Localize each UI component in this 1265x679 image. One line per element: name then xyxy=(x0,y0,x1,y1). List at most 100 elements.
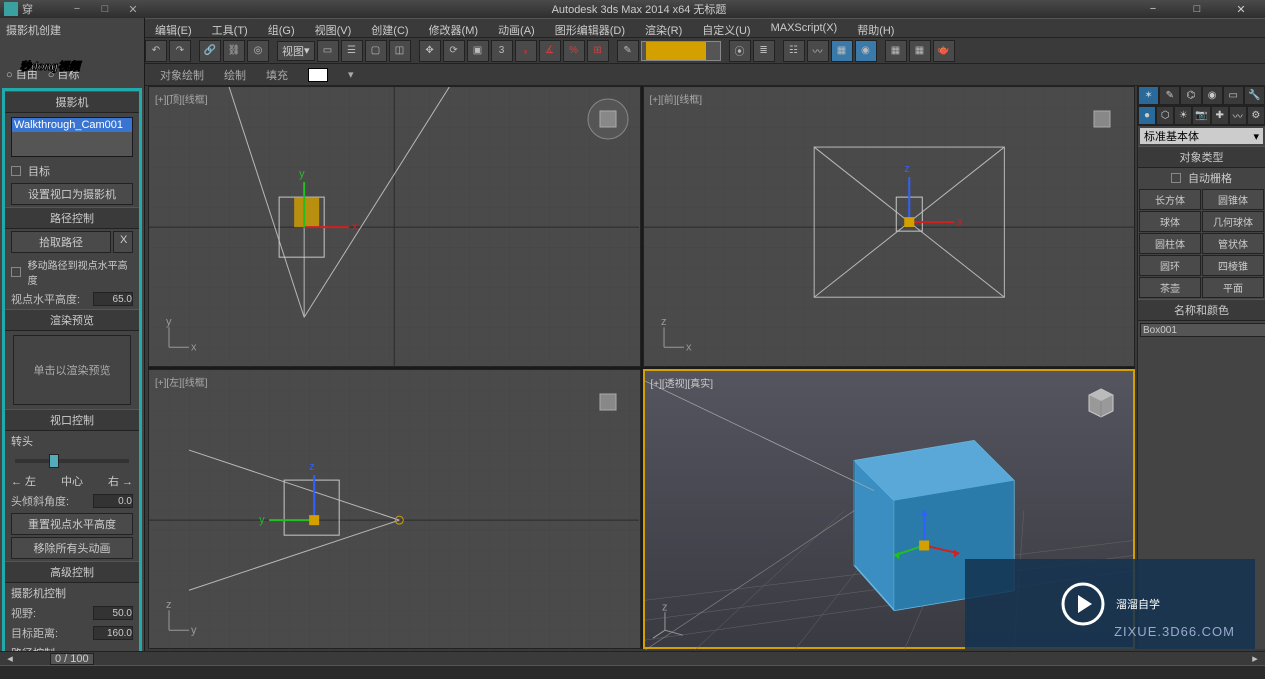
cat-geometry-icon[interactable]: ● xyxy=(1138,106,1156,125)
tab-modify-icon[interactable]: ✎ xyxy=(1159,86,1180,105)
track-bar[interactable] xyxy=(0,665,1265,679)
dialog-max-button[interactable]: □ xyxy=(93,2,117,16)
tool-select-name[interactable]: ☰ xyxy=(341,40,363,62)
tool-render-frame[interactable]: ▦ xyxy=(909,40,931,62)
camera-listbox[interactable]: Walkthrough_Cam001 xyxy=(11,117,133,157)
tool-rotate[interactable]: ⟳ xyxy=(443,40,465,62)
cat-spacewarps-icon[interactable]: 〰 xyxy=(1229,106,1247,125)
tool-render-setup[interactable]: ▦ xyxy=(885,40,907,62)
cat-shapes-icon[interactable]: ⬡ xyxy=(1156,106,1174,125)
menu-item[interactable]: 组(G) xyxy=(258,19,305,37)
object-name-input[interactable] xyxy=(1140,323,1265,337)
tool-refcoord[interactable]: 3 xyxy=(491,40,513,62)
tool-unlink[interactable]: ⛓ xyxy=(223,40,245,62)
selection-filter-dropdown[interactable]: 视图 ▾ xyxy=(277,41,315,61)
viewport-top[interactable]: x y xy [+][顶][线框] xyxy=(148,86,641,367)
cat-lights-icon[interactable]: ☀ xyxy=(1174,106,1192,125)
tool-undo[interactable]: ↶ xyxy=(145,40,167,62)
target-dist-spinner[interactable] xyxy=(93,626,133,640)
tool-snap-toggle[interactable]: ₓ xyxy=(515,40,537,62)
tool-align[interactable]: ≣ xyxy=(753,40,775,62)
named-selection-dropdown[interactable] xyxy=(641,41,721,61)
app-max-button[interactable]: □ xyxy=(1177,1,1217,17)
time-slider-handle[interactable]: 0 / 100 xyxy=(50,653,94,665)
menu-item[interactable]: 视图(V) xyxy=(305,19,362,37)
primitive-button[interactable]: 四棱锥 xyxy=(1202,255,1264,276)
primitive-button[interactable]: 茶壶 xyxy=(1139,277,1201,298)
cat-helpers-icon[interactable]: ✚ xyxy=(1211,106,1229,125)
set-viewport-camera-button[interactable]: 设置视口为摄影机 xyxy=(11,183,133,205)
tool-move[interactable]: ✥ xyxy=(419,40,441,62)
app-close-button[interactable]: ✕ xyxy=(1221,1,1261,17)
fov-spinner[interactable] xyxy=(93,606,133,620)
tab-create-icon[interactable]: ✶ xyxy=(1138,86,1159,105)
viewport-front[interactable]: x z xz [+][前][线框] xyxy=(643,86,1136,367)
tab-utilities-icon[interactable]: 🔧 xyxy=(1244,86,1265,105)
tilt-spinner[interactable] xyxy=(93,494,133,508)
viewcube-front[interactable] xyxy=(1080,97,1124,141)
viewport-front-label[interactable]: [+][前][线框] xyxy=(650,91,703,106)
eye-height-spinner[interactable] xyxy=(93,292,133,306)
tool-schematic[interactable]: ▦ xyxy=(831,40,853,62)
viewport-top-label[interactable]: [+][顶][线框] xyxy=(155,91,208,106)
geometry-type-dropdown[interactable]: 标准基本体▾ xyxy=(1140,128,1263,144)
primitive-button[interactable]: 圆柱体 xyxy=(1139,233,1201,254)
tool-percent-snap[interactable]: % xyxy=(563,40,585,62)
menu-item[interactable]: 修改器(M) xyxy=(419,19,489,37)
ribbon-swatch[interactable] xyxy=(308,68,328,82)
primitive-button[interactable]: 平面 xyxy=(1202,277,1264,298)
camera-list-item[interactable]: Walkthrough_Cam001 xyxy=(12,118,132,132)
tool-select[interactable]: ▭ xyxy=(317,40,339,62)
tab-motion-icon[interactable]: ◉ xyxy=(1202,86,1223,105)
dialog-close-button[interactable]: ✕ xyxy=(121,2,145,16)
tool-mirror[interactable]: ⦿ xyxy=(729,40,751,62)
tool-named-sets-edit[interactable]: ✎ xyxy=(617,40,639,62)
menu-item[interactable]: MAXScript(X) xyxy=(761,19,848,37)
primitive-button[interactable]: 圆环 xyxy=(1139,255,1201,276)
target-checkbox[interactable] xyxy=(11,166,21,176)
mode-target-radio[interactable]: ○ 目标 xyxy=(48,66,80,82)
menu-item[interactable]: 动画(A) xyxy=(488,19,545,37)
time-slider[interactable]: ◂ 0 / 100 ▸ xyxy=(0,651,1265,665)
tool-layers[interactable]: ☷ xyxy=(783,40,805,62)
clear-path-button[interactable]: X xyxy=(113,231,133,253)
viewport-left[interactable]: y z yz [+][左][线框] xyxy=(148,369,641,650)
menu-item[interactable]: 创建(C) xyxy=(361,19,418,37)
primitive-button[interactable]: 球体 xyxy=(1139,211,1201,232)
viewcube-perspective[interactable] xyxy=(1079,381,1123,425)
tool-render[interactable]: 🫖 xyxy=(933,40,955,62)
tool-bind[interactable]: ◎ xyxy=(247,40,269,62)
cat-systems-icon[interactable]: ⚙ xyxy=(1247,106,1265,125)
primitive-button[interactable]: 管状体 xyxy=(1202,233,1264,254)
app-min-button[interactable]: − xyxy=(1133,1,1173,17)
dialog-min-button[interactable]: − xyxy=(65,2,89,16)
tool-select-region[interactable]: ▢ xyxy=(365,40,387,62)
tool-material[interactable]: ◉ xyxy=(855,40,877,62)
primitive-button[interactable]: 几何球体 xyxy=(1202,211,1264,232)
name-color-rollout[interactable]: 名称和颜色 xyxy=(1138,299,1265,321)
menu-item[interactable]: 帮助(H) xyxy=(847,19,904,37)
autogrid-checkbox[interactable] xyxy=(1171,173,1181,183)
viewcube-top[interactable] xyxy=(586,97,630,141)
tool-spinner-snap[interactable]: ⊞ xyxy=(587,40,609,62)
mode-free-radio[interactable]: ○ 自由 xyxy=(6,66,38,82)
ribbon-dropdown-icon[interactable]: ▾ xyxy=(348,68,354,81)
menu-item[interactable]: 渲染(R) xyxy=(635,19,692,37)
tool-curve-editor[interactable]: 〰 xyxy=(807,40,829,62)
cat-cameras-icon[interactable]: 📷 xyxy=(1192,106,1210,125)
menu-item[interactable]: 工具(T) xyxy=(202,19,258,37)
turn-head-slider[interactable] xyxy=(15,459,129,463)
primitive-button[interactable]: 长方体 xyxy=(1139,189,1201,210)
object-type-rollout[interactable]: 对象类型 xyxy=(1138,146,1265,168)
menu-item[interactable]: 编辑(E) xyxy=(145,19,202,37)
tab-hierarchy-icon[interactable]: ⌬ xyxy=(1180,86,1201,105)
tool-link[interactable]: 🔗 xyxy=(199,40,221,62)
viewport-perspective[interactable]: z [+][透视][真实] xyxy=(643,369,1136,650)
primitive-button[interactable]: 圆锥体 xyxy=(1202,189,1264,210)
reset-eye-height-button[interactable]: 重置视点水平高度 xyxy=(11,513,133,535)
tool-redo[interactable]: ↷ xyxy=(169,40,191,62)
tool-window-crossing[interactable]: ◫ xyxy=(389,40,411,62)
tool-scale[interactable]: ▣ xyxy=(467,40,489,62)
pick-path-button[interactable]: 拾取路径 xyxy=(11,231,111,253)
remove-head-anim-button[interactable]: 移除所有头动画 xyxy=(11,537,133,559)
